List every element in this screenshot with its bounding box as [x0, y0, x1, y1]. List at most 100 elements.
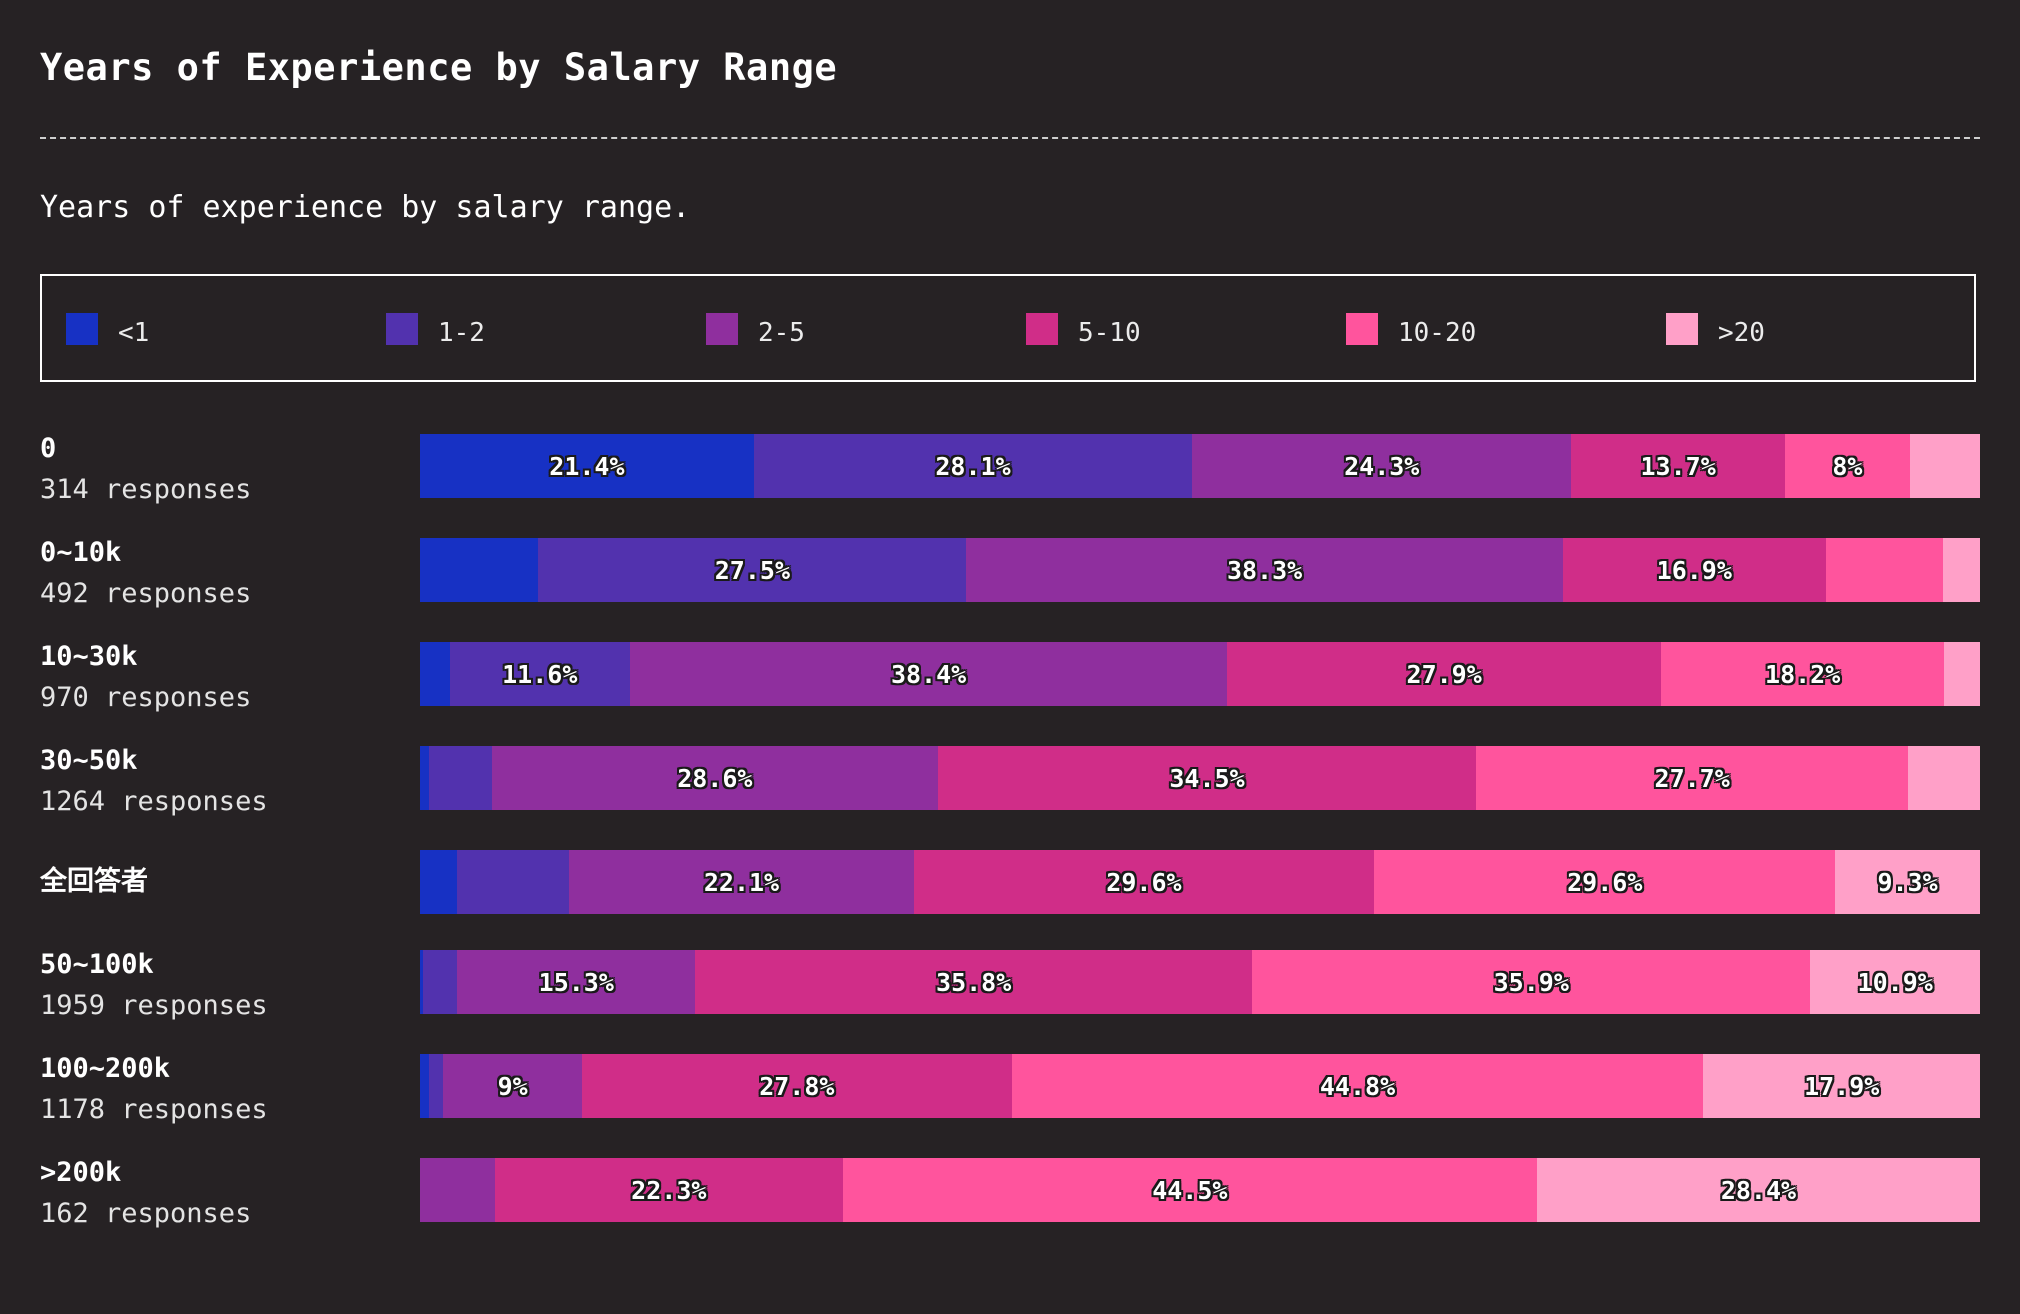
legend-swatch [1666, 313, 1698, 345]
title-divider [40, 137, 1980, 139]
legend-item: 10-20 [1346, 312, 1476, 346]
bar-segment: 10.9% [1810, 950, 1980, 1014]
bar-segment-label: 44.8% [1320, 1072, 1395, 1101]
row-category: 50~100k [40, 948, 268, 982]
bar-segment [1943, 538, 1980, 602]
legend-label: >20 [1718, 318, 1765, 348]
row-category: 10~30k [40, 640, 251, 674]
bar-segment [423, 950, 457, 1014]
row-category: 30~50k [40, 744, 268, 778]
row-label: 全回答者 [40, 865, 148, 899]
bar-segment: 27.9% [1227, 642, 1661, 706]
bar-segment [420, 538, 538, 602]
legend-label: 10-20 [1398, 318, 1476, 348]
bar-segment-label: 18.2% [1765, 660, 1840, 689]
bar-segment-label: 17.9% [1804, 1072, 1879, 1101]
bar-segment [420, 1054, 429, 1118]
row-response-count: 492 responses [40, 577, 251, 611]
bar-segment: 35.9% [1252, 950, 1810, 1014]
legend-label: 1-2 [438, 318, 485, 348]
legend-swatch [1026, 313, 1058, 345]
chart-subtitle: Years of experience by salary range. [40, 190, 690, 225]
bar-segment-label: 34.5% [1169, 764, 1244, 793]
bar-segment: 35.8% [695, 950, 1252, 1014]
legend-swatch [66, 313, 98, 345]
legend-label: 5-10 [1078, 318, 1141, 348]
bar-segment-label: 22.1% [704, 868, 779, 897]
bar-segment: 8% [1785, 434, 1910, 498]
bar-segment: 11.6% [450, 642, 630, 706]
bar-segment [429, 1054, 443, 1118]
bar-segment-label: 28.1% [935, 452, 1010, 481]
legend-item: >20 [1666, 312, 1765, 346]
legend-label: 2-5 [758, 318, 805, 348]
bar-segment-label: 11.6% [502, 660, 577, 689]
bar-segment-label: 8% [1832, 452, 1862, 481]
bar-segment: 16.9% [1563, 538, 1826, 602]
stacked-bar: 11.6% 38.4% 27.9% 18.2% [420, 642, 1980, 706]
legend: <1 1-2 2-5 5-10 10-20 >20 [40, 274, 1976, 382]
legend-item: 5-10 [1026, 312, 1141, 346]
bar-segment [420, 1158, 495, 1222]
bar-segment-label: 9% [498, 1072, 528, 1101]
bar-segment-label: 35.8% [936, 968, 1011, 997]
bar-segment-label: 9.3% [1877, 868, 1937, 897]
bar-segment-label: 10.9% [1858, 968, 1933, 997]
bar-segment-label: 35.9% [1494, 968, 1569, 997]
bar-segment: 17.9% [1703, 1054, 1979, 1118]
bar-segment-label: 16.9% [1657, 556, 1732, 585]
bar-segment-label: 27.5% [715, 556, 790, 585]
bar-segment [1908, 746, 1980, 810]
legend-item: <1 [66, 312, 149, 346]
row-response-count: 1264 responses [40, 785, 268, 819]
bar-segment [1826, 538, 1943, 602]
bar-segment: 18.2% [1661, 642, 1944, 706]
bar-segment: 15.3% [457, 950, 695, 1014]
bar-segment-label: 38.4% [891, 660, 966, 689]
bar-segment [420, 850, 457, 914]
bar-segment [420, 746, 429, 810]
bar-segment [429, 746, 491, 810]
bar-segment-label: 44.5% [1152, 1176, 1227, 1205]
bar-segment-label: 24.3% [1344, 452, 1419, 481]
row-response-count: 162 responses [40, 1197, 251, 1231]
bar-segment-label: 38.3% [1227, 556, 1302, 585]
row-response-count: 1959 responses [40, 989, 268, 1023]
row-category: >200k [40, 1156, 251, 1190]
legend-label: <1 [118, 318, 149, 348]
bar-segment [1910, 434, 1980, 498]
stacked-bar: 22.3% 44.5% 28.4% [420, 1158, 1980, 1222]
bar-segment: 38.4% [630, 642, 1227, 706]
bar-segment-label: 27.8% [759, 1072, 834, 1101]
bar-segment: 21.4% [420, 434, 754, 498]
bar-segment: 27.5% [538, 538, 966, 602]
row-label: >200k 162 responses [40, 1156, 251, 1231]
stacked-bar: 21.4% 28.1% 24.3% 13.7% 8% [420, 434, 1980, 498]
bar-segment: 28.4% [1537, 1158, 1980, 1222]
legend-swatch [386, 313, 418, 345]
row-response-count: 970 responses [40, 681, 251, 715]
row-category: 100~200k [40, 1052, 268, 1086]
stacked-bar: 9% 27.8% 44.8% 17.9% [420, 1054, 1980, 1118]
bar-segment-label: 13.7% [1640, 452, 1715, 481]
row-response-count: 314 responses [40, 473, 251, 507]
legend-item: 1-2 [386, 312, 485, 346]
row-label: 0~10k 492 responses [40, 536, 251, 611]
row-category: 0 [40, 432, 251, 466]
row-label: 50~100k 1959 responses [40, 948, 268, 1023]
bar-segment: 27.7% [1476, 746, 1908, 810]
bar-segment: 29.6% [914, 850, 1375, 914]
bar-segment: 22.3% [495, 1158, 843, 1222]
bar-segment [420, 642, 450, 706]
bar-segment: 38.3% [966, 538, 1562, 602]
bar-segment [1944, 642, 1980, 706]
legend-swatch [706, 313, 738, 345]
bar-segment: 24.3% [1192, 434, 1571, 498]
bar-segment-label: 22.3% [631, 1176, 706, 1205]
bar-segment: 44.8% [1012, 1054, 1704, 1118]
bar-segment: 9% [443, 1054, 582, 1118]
legend-item: 2-5 [706, 312, 805, 346]
bar-segment: 28.1% [754, 434, 1192, 498]
row-label: 10~30k 970 responses [40, 640, 251, 715]
row-response-count: 1178 responses [40, 1093, 268, 1127]
